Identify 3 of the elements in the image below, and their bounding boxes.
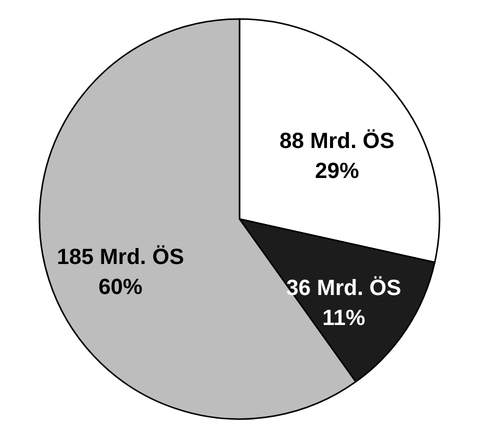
data-label: 185 Mrd. ÖS 60% [56, 244, 184, 300]
data-label: 88 Mrd. ÖS 29% [280, 128, 394, 183]
data-label: 36 Mrd. ÖS 11% [286, 274, 402, 330]
